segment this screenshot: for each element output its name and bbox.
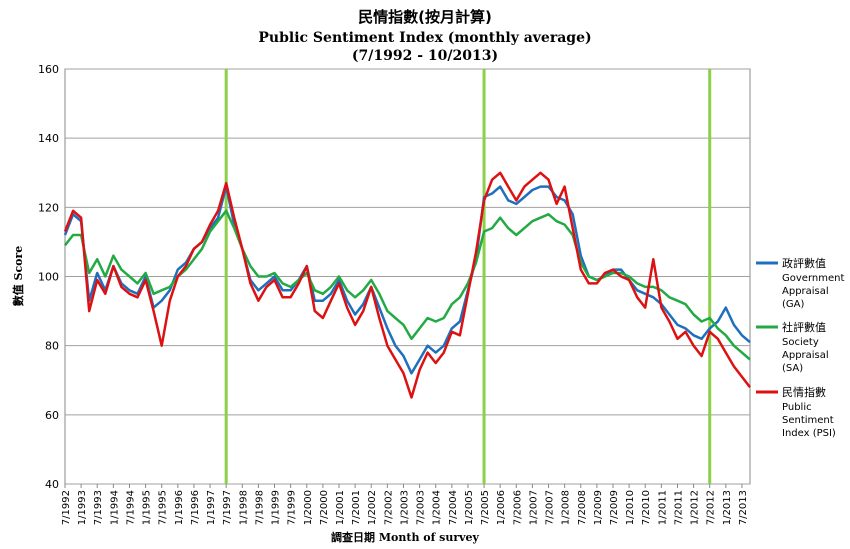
chart-subtitle: Public Sentiment Index (monthly average)	[258, 30, 591, 46]
x-tick-label: 7/2005	[480, 490, 491, 525]
chart-period: (7/1992 - 10/2013)	[352, 48, 498, 64]
series-line	[63, 171, 751, 399]
x-tick-label: 7/2012	[706, 490, 717, 525]
y-tick-label: 100	[38, 271, 59, 284]
x-tick-label: 7/2011	[673, 490, 684, 525]
x-tick-label: 7/2009	[609, 490, 620, 525]
x-tick-label: 1/2012	[690, 490, 701, 525]
chart-title: 民情指數(按月計算)	[358, 8, 492, 26]
x-tick-label: 1/1996	[174, 490, 185, 525]
x-tick-label: 7/1999	[287, 490, 298, 525]
x-tick-label: 7/2003	[416, 490, 427, 525]
x-tick-label: 7/1996	[190, 490, 201, 525]
x-tick-label: 1/1993	[77, 490, 88, 525]
legend-sublabel: Society	[782, 337, 819, 348]
x-tick-label: 1/2007	[528, 490, 539, 525]
y-tick-label: 40	[45, 478, 59, 491]
gridlines	[65, 68, 750, 485]
x-tick-label: 1/1995	[142, 490, 153, 525]
x-tick-label: 1/1994	[109, 490, 120, 525]
x-tick-label: 7/2007	[545, 490, 556, 525]
x-tick-label: 1/2006	[496, 490, 507, 525]
x-tick-label: 7/1995	[158, 490, 169, 525]
x-tick-label: 1/2000	[303, 490, 314, 525]
legend: 政評數值 Government Appraisal (GA) 社評數值 Society Ap…	[756, 256, 844, 439]
x-tick-label: 1/2002	[367, 490, 378, 525]
x-tick-label: 1/1999	[271, 490, 282, 525]
legend-sublabel: Government	[782, 273, 844, 284]
y-axis-label: 數值 Score	[11, 246, 25, 307]
x-tick-label: 7/2013	[738, 490, 749, 525]
y-tick-label: 80	[45, 340, 59, 353]
x-tick-label: 1/1997	[206, 490, 217, 525]
y-axis-ticks: 40 60 80 100 120 140 160	[38, 63, 59, 491]
x-tick-label: 7/2000	[319, 490, 330, 525]
x-tick-label: 1/2010	[625, 490, 636, 525]
x-tick-label: 7/2002	[383, 490, 394, 525]
legend-label: 政評數值	[782, 256, 826, 270]
series-lines	[63, 171, 751, 399]
legend-sublabel: Index (PSI)	[782, 428, 836, 439]
x-axis-label: 調查日期 Month of survey	[331, 530, 480, 544]
event-markers	[224, 69, 712, 484]
legend-sublabel: (SA)	[782, 363, 803, 374]
x-tick-label: 7/2008	[577, 490, 588, 525]
legend-sublabel: Public	[782, 402, 812, 413]
x-tick-label: 1/2005	[464, 490, 475, 525]
y-tick-label: 60	[45, 409, 59, 422]
x-tick-label: 7/2001	[351, 490, 362, 525]
legend-label: 社評數值	[782, 320, 826, 334]
x-tick-label: 1/2008	[561, 490, 572, 525]
x-tick-label: 7/2006	[512, 490, 523, 525]
x-tick-label: 7/1992	[61, 490, 72, 525]
x-tick-label: 1/2011	[657, 490, 668, 525]
x-tick-label: 7/1997	[222, 490, 233, 525]
x-tick-label: 1/2003	[399, 490, 410, 525]
series-line	[63, 185, 751, 375]
legend-sublabel: Appraisal	[782, 350, 829, 361]
x-tick-label: 7/2004	[448, 490, 459, 525]
x-axis-ticks: 7/1992 1/1993 7/1993 1/1994 7/1994 1/1995 7/19…	[61, 484, 749, 525]
x-tick-label: 1/1998	[238, 490, 249, 525]
y-tick-label: 140	[38, 132, 59, 145]
y-tick-label: 120	[38, 201, 59, 214]
x-tick-label: 7/2010	[641, 490, 652, 525]
y-tick-label: 160	[38, 63, 59, 76]
legend-label: 民情指數	[782, 385, 826, 399]
x-tick-label: 7/1998	[254, 490, 265, 525]
x-tick-label: 1/2004	[432, 490, 443, 525]
x-tick-label: 1/2013	[722, 490, 733, 525]
x-tick-label: 7/1993	[93, 490, 104, 525]
legend-sublabel: (GA)	[782, 299, 804, 310]
x-tick-label: 1/2009	[593, 490, 604, 525]
legend-sublabel: Appraisal	[782, 286, 829, 297]
x-tick-label: 7/1994	[125, 490, 136, 525]
legend-sublabel: Sentiment	[782, 415, 834, 426]
x-tick-label: 1/2001	[335, 490, 346, 525]
